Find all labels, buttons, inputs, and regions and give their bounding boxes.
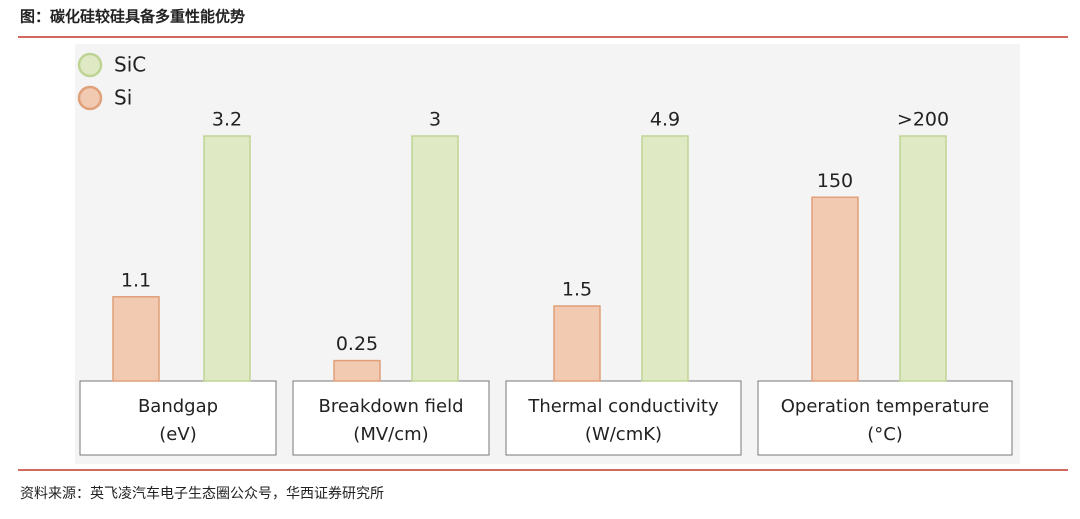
- category-unit: (MV/cm): [353, 424, 428, 445]
- value-label: >200: [897, 109, 949, 131]
- legend-label: Si: [114, 86, 132, 110]
- value-label: 4.9: [650, 109, 680, 131]
- source: 资料来源：英飞凌汽车电子生态圈公众号，华西证券研究所: [20, 485, 384, 502]
- bar: [112, 296, 160, 382]
- category-unit: (eV): [159, 424, 196, 445]
- bar: [553, 305, 601, 382]
- category-unit: (°C): [867, 424, 903, 445]
- category-label: Bandgap: [138, 396, 218, 417]
- legend-label: SiC: [114, 53, 146, 77]
- legend-marker: [77, 85, 103, 111]
- bar: [411, 135, 459, 382]
- chart-title: 图：碳化硅较硅具备多重性能优势: [20, 8, 245, 26]
- value-label: 3.2: [212, 109, 242, 131]
- value-label: 1.5: [562, 279, 592, 301]
- bar: [899, 135, 947, 382]
- bar: [333, 359, 381, 382]
- category-box: [292, 380, 490, 456]
- category-label: Thermal conductivity: [527, 396, 719, 417]
- category-label: Operation temperature: [781, 396, 989, 417]
- bar: [203, 135, 251, 382]
- value-label: 0.25: [336, 333, 378, 355]
- category-box: [505, 380, 742, 456]
- category-box: [79, 380, 277, 456]
- value-label: 3: [429, 109, 441, 131]
- category-box: [757, 380, 1013, 456]
- bar: [811, 196, 859, 382]
- category-unit: (W/cmK): [585, 424, 662, 445]
- value-label: 150: [817, 170, 853, 192]
- category-label: Breakdown field: [318, 396, 463, 417]
- value-label: 1.1: [121, 269, 151, 291]
- bar: [641, 135, 689, 382]
- legend-marker: [77, 52, 103, 78]
